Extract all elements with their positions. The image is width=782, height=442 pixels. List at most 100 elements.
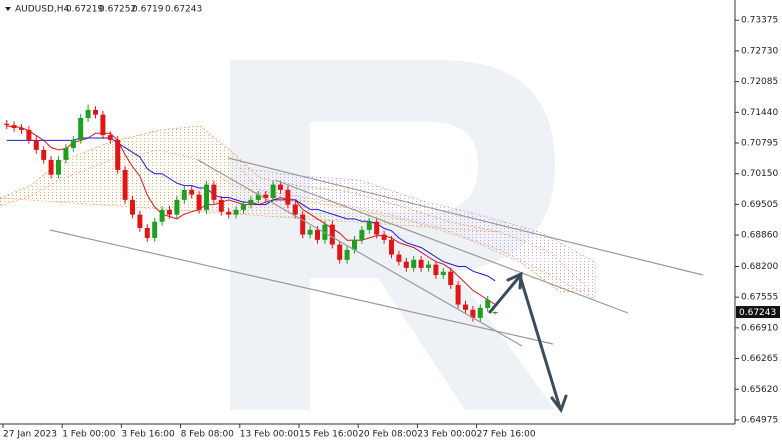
ohlc-close: 0.67243 xyxy=(165,5,202,15)
symbol-title: AUDUSD,H4 xyxy=(15,5,70,15)
y-tick-label: 0.73375 xyxy=(741,16,778,26)
candle-body xyxy=(477,307,483,318)
candle-body xyxy=(255,194,261,200)
candle-body xyxy=(263,194,269,198)
candle-body xyxy=(70,139,76,148)
candle-body xyxy=(41,149,47,160)
x-tick-label: 20 Feb 08:00 xyxy=(358,430,417,440)
y-tick-label: 0.64975 xyxy=(741,415,778,425)
y-tick-label: 0.67555 xyxy=(741,293,778,303)
candle-body xyxy=(455,285,461,305)
candle-body xyxy=(278,184,283,190)
ohlc-open: 0.67219 xyxy=(66,5,103,15)
candle-body xyxy=(11,125,17,129)
candle-body xyxy=(315,229,320,240)
candle-body xyxy=(440,271,446,276)
candle-body xyxy=(433,264,439,276)
candle-body xyxy=(48,159,54,175)
candle-body xyxy=(137,214,143,228)
candle-body xyxy=(63,147,69,160)
candle-body xyxy=(270,184,276,198)
candle-body xyxy=(492,312,498,314)
candle-body xyxy=(359,229,365,240)
y-tick-label: 0.70150 xyxy=(741,169,778,179)
candle-body xyxy=(78,118,84,140)
candle-body xyxy=(292,204,298,215)
y-tick-label: 0.66910 xyxy=(741,323,778,333)
candle-body xyxy=(233,209,239,215)
candle-body xyxy=(56,159,61,175)
candle-body xyxy=(196,194,202,210)
y-tick-label: 0.71440 xyxy=(741,108,778,118)
x-tick-label: 27 Jan 2023 xyxy=(3,430,57,440)
x-tick-label: 23 Feb 00:00 xyxy=(417,430,476,440)
candle-body xyxy=(226,211,232,215)
candle-body xyxy=(418,259,424,268)
candle-body xyxy=(152,221,158,238)
candle-body xyxy=(19,128,24,130)
ohlc-low: 0.6719 xyxy=(132,5,164,15)
candle-body xyxy=(115,139,121,170)
candle-body xyxy=(389,239,394,255)
candle-body xyxy=(189,189,195,195)
candle-body xyxy=(448,271,454,286)
candle-body xyxy=(352,239,357,250)
candle-body xyxy=(381,234,387,240)
candle-body xyxy=(122,169,128,200)
x-tick-label: 15 Feb 16:00 xyxy=(299,430,358,440)
candle-body xyxy=(470,309,476,318)
y-tick-label: 0.72730 xyxy=(741,46,778,56)
candle-body xyxy=(241,204,246,210)
candle-body xyxy=(337,244,343,260)
y-tick-label: 0.68860 xyxy=(741,231,778,241)
price-label: 0.67243 xyxy=(739,308,776,318)
x-tick-label: 27 Feb 16:00 xyxy=(477,430,536,440)
y-tick-label: 0.69505 xyxy=(741,200,778,210)
candle-body xyxy=(167,209,172,215)
forecast-arrow xyxy=(488,271,568,414)
candle-body xyxy=(300,214,306,235)
candle-body xyxy=(4,123,10,126)
y-tick-label: 0.70795 xyxy=(741,138,778,148)
candle-body xyxy=(93,109,98,115)
candle-body xyxy=(204,184,209,210)
candle-body xyxy=(485,299,491,308)
watermark xyxy=(230,60,555,410)
candle-body xyxy=(159,209,165,222)
candle-body xyxy=(130,199,135,215)
y-tick-label: 0.65620 xyxy=(741,385,778,395)
candle-body xyxy=(107,135,113,140)
x-tick-label: 3 Feb 16:00 xyxy=(121,430,175,440)
candle-body xyxy=(26,129,32,140)
candle-body xyxy=(366,221,372,230)
x-tick-label: 1 Feb 00:00 xyxy=(62,430,116,440)
candle-body xyxy=(100,114,106,136)
y-tick-label: 0.72085 xyxy=(741,77,778,87)
candle-body xyxy=(329,224,335,245)
candle-body xyxy=(307,229,313,235)
candle-body xyxy=(344,249,350,260)
candle-body xyxy=(285,189,291,205)
candle-body xyxy=(174,199,180,215)
ohlc-high: 0.67252 xyxy=(99,5,136,15)
candle-body xyxy=(396,254,402,262)
candle-body xyxy=(33,139,39,150)
candle-body xyxy=(211,184,217,200)
candle-body xyxy=(144,227,150,238)
candle-body xyxy=(411,259,417,268)
menu-triangle[interactable] xyxy=(5,7,11,11)
x-tick-label: 8 Feb 08:00 xyxy=(181,430,235,440)
trendlines xyxy=(49,157,704,347)
candle-body xyxy=(426,264,431,268)
price-label-box xyxy=(736,306,780,319)
candle-body xyxy=(463,304,468,310)
candle-body xyxy=(248,199,254,205)
candle-body xyxy=(85,109,91,119)
candle-body xyxy=(374,221,380,235)
x-tick-label: 13 Feb 00:00 xyxy=(240,430,299,440)
candle-body xyxy=(218,199,224,212)
candle-body xyxy=(181,189,187,200)
y-tick-label: 0.66265 xyxy=(741,354,778,364)
y-tick-label: 0.68200 xyxy=(741,262,778,272)
